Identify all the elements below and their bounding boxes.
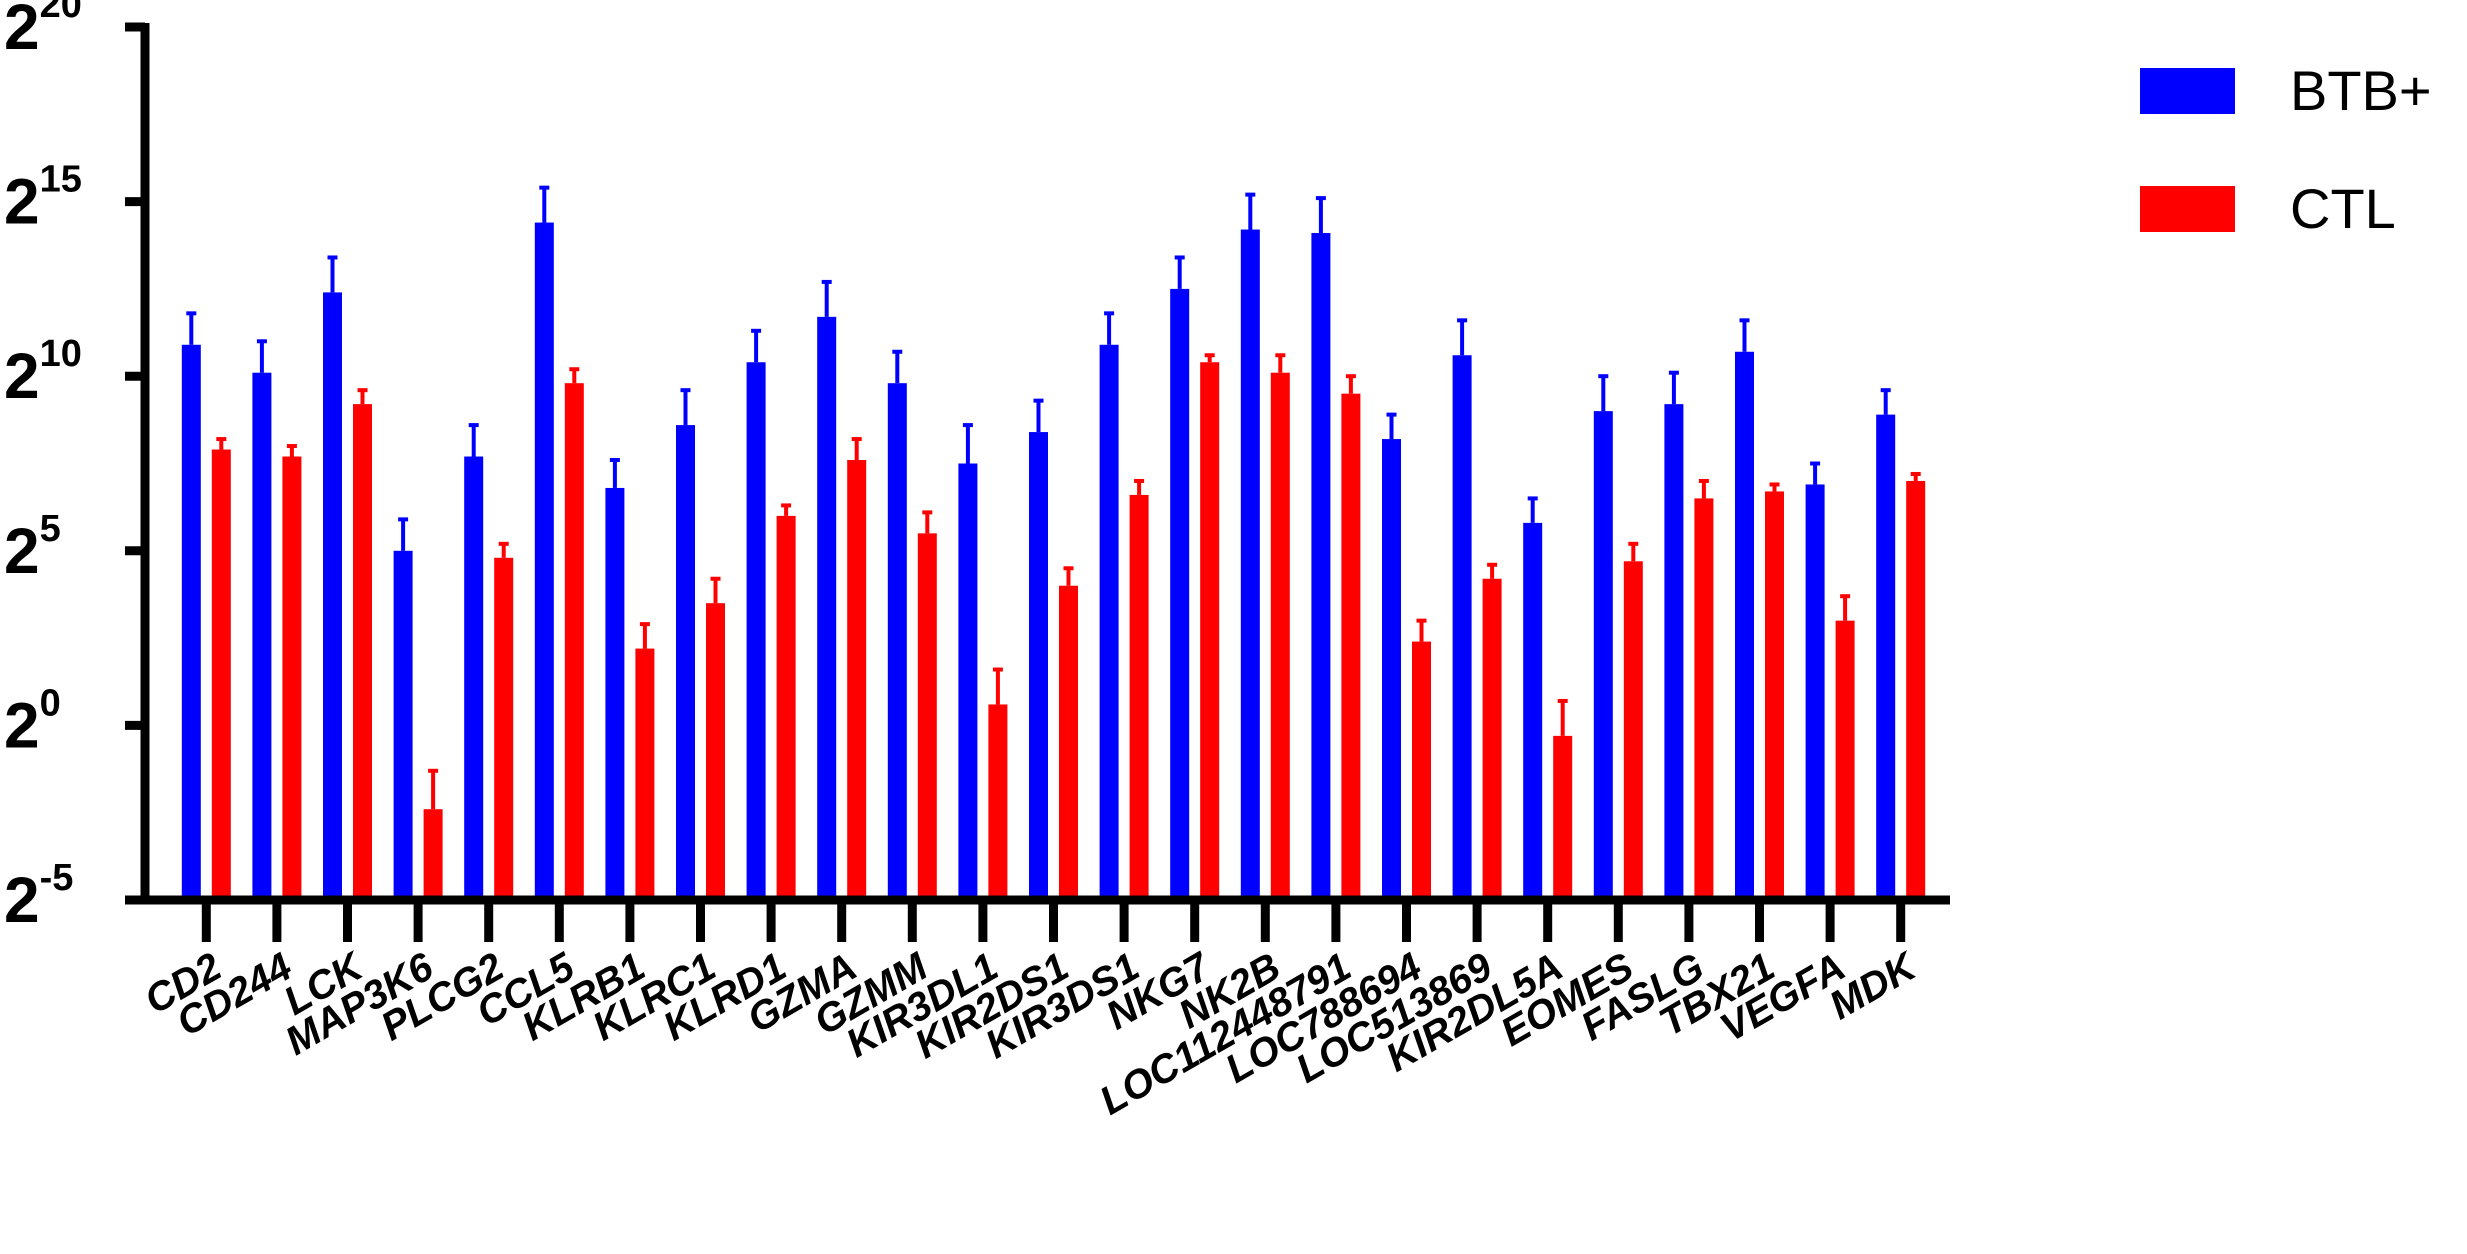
bar-ctl-cd2 bbox=[211, 449, 231, 900]
bar-btb-loc788694 bbox=[1382, 439, 1401, 900]
bar-btb-vegfa bbox=[1805, 484, 1825, 900]
y-tick-label: 220 bbox=[4, 0, 82, 63]
bar-btb-kir3ds1 bbox=[1099, 344, 1119, 901]
bar-ctl-loc112448791 bbox=[1341, 393, 1361, 900]
bar-btb-map3k6 bbox=[393, 550, 413, 900]
bar-group-map3k6 bbox=[393, 517, 443, 900]
bar-group-gzmm bbox=[887, 349, 937, 901]
legend: BTB+ CTL bbox=[2140, 59, 2432, 240]
bar-btb-klrb1 bbox=[605, 487, 625, 900]
y-axis: 2-5 20 25 210 215 220 bbox=[4, 0, 150, 936]
bar-group-kir3ds1 bbox=[1099, 311, 1149, 901]
bar-ctl-kir2ds1 bbox=[1059, 585, 1078, 900]
bar-group-nk2b bbox=[1240, 192, 1290, 900]
bar-ctl-loc788694 bbox=[1412, 641, 1431, 900]
bar-btb-kir3dl1 bbox=[958, 463, 978, 900]
bar-btb-tbx21 bbox=[1735, 351, 1754, 901]
legend-item-btb: BTB+ bbox=[2140, 59, 2432, 122]
bar-ctl-lck bbox=[353, 404, 372, 900]
legend-item-ctl: CTL bbox=[2140, 177, 2396, 240]
bar-btb-gzma bbox=[817, 316, 837, 900]
bar-ctl-gzma bbox=[847, 460, 867, 900]
bar-group-loc513869 bbox=[1452, 318, 1502, 900]
bar-ctl-tbx21 bbox=[1765, 491, 1784, 900]
bar-ctl-map3k6 bbox=[423, 809, 443, 900]
bar-btb-loc112448791 bbox=[1311, 233, 1331, 900]
bar-btb-cd244 bbox=[252, 372, 272, 900]
bars bbox=[181, 185, 1926, 901]
bar-btb-eomes bbox=[1593, 411, 1613, 900]
bar-btb-nkg7 bbox=[1170, 288, 1190, 900]
bar-btb-klrd1 bbox=[746, 362, 766, 900]
bar-ctl-klrb1 bbox=[635, 648, 655, 900]
bar-group-klrb1 bbox=[605, 458, 655, 900]
bar-ctl-plcg2 bbox=[494, 557, 514, 900]
bar-group-cd2 bbox=[181, 311, 231, 901]
y-tick-label: 25 bbox=[4, 508, 61, 587]
bar-btb-plcg2 bbox=[464, 456, 484, 900]
bar-ctl-gzmm bbox=[917, 533, 937, 900]
bar-btb-faslg bbox=[1664, 404, 1684, 900]
bar-btb-ccl5 bbox=[534, 222, 554, 900]
y-tick-label: 215 bbox=[4, 159, 82, 238]
bar-group-tbx21 bbox=[1735, 318, 1784, 901]
bar-group-klrd1 bbox=[746, 328, 796, 900]
bar-btb-cd2 bbox=[181, 344, 201, 901]
bar-btb-gzmm bbox=[887, 383, 907, 901]
bar-group-ccl5 bbox=[534, 185, 584, 901]
bar-group-eomes bbox=[1593, 374, 1643, 900]
bar-ctl-kir3ds1 bbox=[1129, 494, 1149, 900]
bar-ctl-kir3dl1 bbox=[988, 704, 1008, 900]
bar-group-gzma bbox=[817, 279, 867, 900]
bar-btb-loc513869 bbox=[1452, 355, 1472, 900]
bar-group-vegfa bbox=[1805, 461, 1855, 900]
bar-ctl-nk2b bbox=[1270, 372, 1290, 900]
legend-swatch bbox=[2140, 68, 2235, 114]
bar-ctl-faslg bbox=[1694, 498, 1714, 900]
bar-group-faslg bbox=[1664, 370, 1714, 900]
bar-ctl-kir2dl5a bbox=[1553, 735, 1573, 900]
bar-btb-mdk bbox=[1876, 414, 1896, 900]
bar-group-plcg2 bbox=[464, 423, 514, 900]
bar-ctl-vegfa bbox=[1835, 620, 1855, 900]
bar-btb-lck bbox=[323, 292, 342, 901]
bar-ctl-ccl5 bbox=[564, 383, 584, 901]
bar-group-nkg7 bbox=[1170, 255, 1220, 900]
bar-group-kir3dl1 bbox=[958, 423, 1008, 900]
bar-btb-nk2b bbox=[1240, 229, 1260, 900]
bar-btb-kir2ds1 bbox=[1029, 432, 1048, 900]
bar-group-klrc1 bbox=[676, 388, 725, 900]
bar-btb-kir2dl5a bbox=[1523, 522, 1543, 900]
bar-group-cd244 bbox=[252, 339, 302, 900]
legend-label: CTL bbox=[2290, 177, 2396, 240]
legend-swatch bbox=[2140, 186, 2235, 232]
bar-btb-klrc1 bbox=[676, 425, 695, 900]
bar-group-lck bbox=[323, 255, 372, 901]
bar-group-mdk bbox=[1876, 388, 1926, 900]
bar-group-loc112448791 bbox=[1311, 196, 1361, 900]
bar-ctl-klrd1 bbox=[776, 515, 796, 900]
bar-group-kir2dl5a bbox=[1523, 496, 1573, 900]
bar-group-kir2ds1 bbox=[1029, 398, 1078, 900]
bar-ctl-eomes bbox=[1623, 561, 1643, 900]
bar-ctl-klrc1 bbox=[706, 603, 725, 900]
bar-ctl-loc513869 bbox=[1482, 578, 1502, 900]
y-tick-label: 20 bbox=[4, 682, 61, 761]
y-tick-label: 210 bbox=[4, 333, 82, 412]
bar-group-loc788694 bbox=[1382, 412, 1431, 900]
y-tick-label: 2-5 bbox=[4, 857, 73, 936]
x-axis: CD2CD244LCKMAP3K6PLCG2CCL5KLRB1KLRC1KLRD… bbox=[137, 895, 1950, 1124]
bar-ctl-mdk bbox=[1906, 480, 1926, 900]
x-tick-label: MDK bbox=[1822, 943, 1926, 1028]
legend-label: BTB+ bbox=[2290, 59, 2432, 122]
bar-ctl-cd244 bbox=[282, 456, 302, 900]
bar-ctl-nkg7 bbox=[1200, 362, 1220, 900]
